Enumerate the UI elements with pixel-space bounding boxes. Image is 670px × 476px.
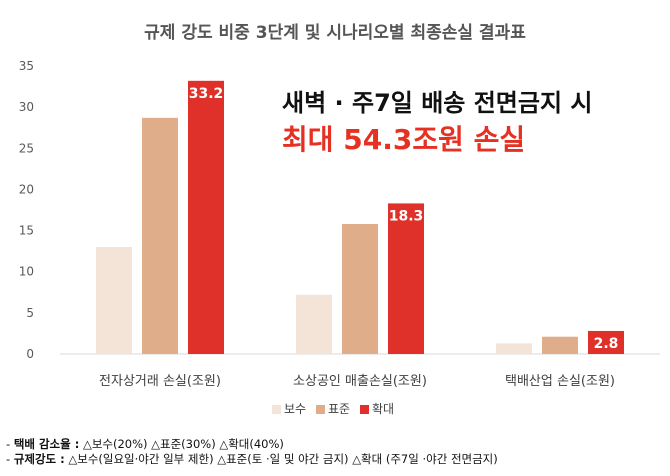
y-tick-label: 10 [19, 265, 34, 279]
bar-보수 [296, 294, 332, 354]
legend-label: 보수 [284, 402, 306, 416]
bar-보수 [96, 247, 132, 354]
footnote-1: - 택배 감소율 : △보수(20%) △표준(30%) △확대(40%) [6, 437, 284, 451]
y-tick-label: 25 [19, 141, 34, 155]
footnote-2: - 규제강도 : △보수(일요일·야간 일부 제한) △표준(토 ·일 및 야간… [6, 452, 498, 466]
headline-line1: 새벽 · 주7일 배송 전면금지 시 [282, 89, 592, 117]
bar-확대 [188, 80, 224, 354]
category-label: 전자상거래 손실(조원) [99, 374, 221, 389]
data-label: 2.8 [594, 336, 619, 352]
y-tick-label: 15 [19, 224, 34, 238]
category-label: 택배산업 손실(조원) [505, 374, 615, 389]
legend: 보수 표준 확대 [272, 402, 394, 416]
legend-label: 확대 [372, 402, 394, 416]
category-label: 소상공인 매출손실(조원) [293, 374, 427, 389]
chart-title: 규제 강도 비중 3단계 및 시나리오별 최종손실 결과표 [144, 23, 526, 43]
bar-보수 [496, 343, 532, 354]
bar-표준 [542, 336, 578, 354]
legend-swatch [272, 405, 281, 414]
bar-표준 [342, 223, 378, 354]
data-label: 33.2 [189, 86, 224, 102]
data-label: 18.3 [389, 208, 424, 224]
bar-확대 [388, 203, 424, 354]
legend-swatch [360, 405, 369, 414]
headline-line2: 최대 54.3조원 손실 [282, 123, 525, 156]
bar-표준 [142, 117, 178, 354]
y-tick-label: 0 [26, 347, 34, 361]
y-tick-label: 35 [19, 59, 34, 73]
footnotes: - 택배 감소율 : △보수(20%) △표준(30%) △확대(40%) - … [6, 437, 498, 467]
legend-swatch [316, 405, 325, 414]
legend-label: 표준 [328, 402, 350, 416]
y-tick-label: 30 [19, 100, 34, 114]
bar-확대 [588, 330, 624, 354]
y-tick-label: 20 [19, 182, 34, 196]
y-tick-label: 5 [26, 306, 34, 320]
